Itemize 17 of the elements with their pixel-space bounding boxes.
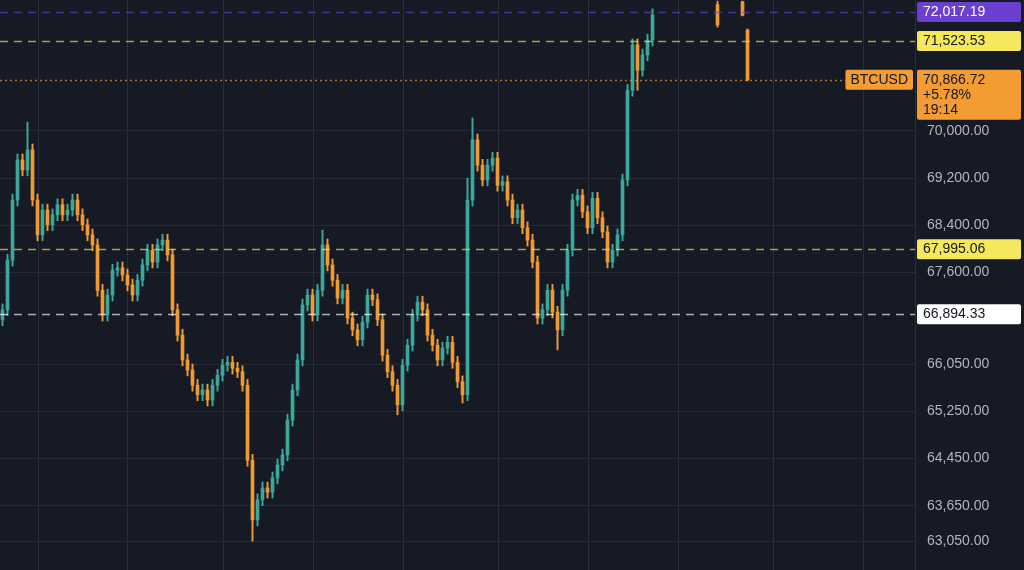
y-tick-label: 66,050.00	[927, 354, 990, 371]
y-tick-label: 65,250.00	[927, 402, 990, 419]
y-tick-label: 63,650.00	[927, 496, 990, 513]
ref-line-label: 66,894.33	[923, 305, 986, 322]
y-tick-label: 68,400.00	[927, 216, 990, 233]
y-tick-label: 69,200.00	[927, 169, 990, 186]
y-tick-label: 70,000.00	[927, 121, 990, 138]
ref-line-label: 72,017.19	[923, 2, 986, 19]
y-tick-label: 67,600.00	[927, 263, 990, 280]
annotation: BTCUSD	[850, 70, 908, 87]
text: 19:14	[923, 100, 959, 117]
y-tick-label: 63,050.00	[927, 531, 990, 548]
ref-line-label: 71,523.53	[923, 31, 986, 48]
ref-line-label: 70,866.72	[923, 70, 986, 87]
y-tick-label: 64,450.00	[927, 449, 990, 466]
text: +5.78%	[923, 85, 971, 102]
ref-line-label: 67,995.06	[923, 240, 986, 257]
